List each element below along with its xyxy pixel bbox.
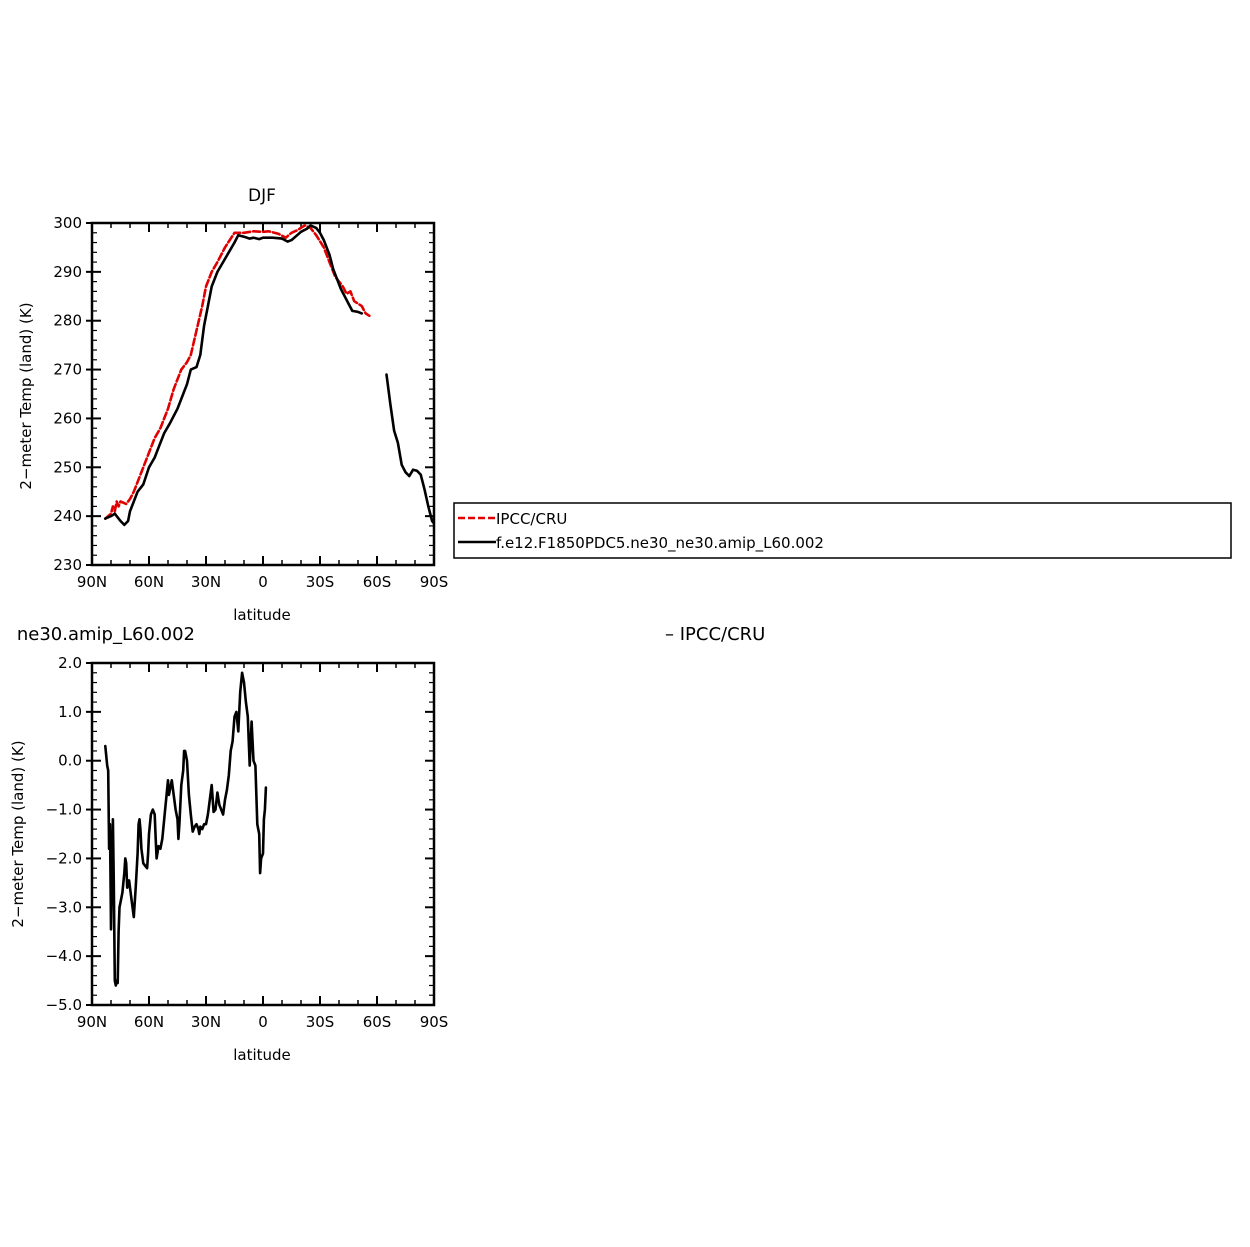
x-tick-label: 30N (191, 573, 221, 591)
x-tick-label: 60N (134, 573, 164, 591)
top-plot-title: DJF (248, 186, 276, 206)
y-tick-label: −1.0 (46, 801, 82, 819)
bottom-y-axis-label: 2−meter Temp (land) (K) (9, 740, 27, 927)
x-tick-label: 90N (77, 1013, 107, 1031)
y-tick-label: 1.0 (58, 703, 82, 721)
y-tick-label: −4.0 (46, 947, 82, 965)
x-tick-label: 30N (191, 1013, 221, 1031)
x-tick-label: 30S (306, 1013, 335, 1031)
bottom-plot-title-left: ne30.amip_L60.002 (17, 624, 195, 645)
top-series-0-line (104, 224, 371, 520)
y-tick-label: 0.0 (58, 752, 82, 770)
x-tick-label: 0 (258, 1013, 268, 1031)
top-x-axis-label: latitude (233, 606, 291, 624)
y-tick-label: 240 (53, 507, 82, 525)
y-tick-label: 2.0 (58, 654, 82, 672)
x-tick-label: 60S (363, 573, 392, 591)
bottom-plot-title-right: – IPCC/CRU (665, 624, 765, 645)
x-tick-label: 30S (306, 573, 335, 591)
y-tick-label: 290 (53, 263, 82, 281)
y-tick-label: 230 (53, 556, 82, 574)
bottom-series-group (104, 671, 268, 987)
y-tick-label: −3.0 (46, 898, 82, 916)
y-tick-label: 270 (53, 361, 82, 379)
legend-box (453, 502, 1232, 559)
bottom-x-axis-label: latitude (233, 1046, 291, 1064)
y-tick-label: 300 (53, 214, 82, 232)
bottom-axis-ticks: 90N 60N 30N 0 30S 60S 90S −5.0 −4.0 −3.0 −2.0 −1.0 0… (46, 654, 449, 1031)
y-tick-label: −5.0 (46, 996, 82, 1014)
x-tick-label: 60S (363, 1013, 392, 1031)
x-tick-label: 90N (77, 573, 107, 591)
legend-label-ipcc: IPCC/CRU (496, 510, 567, 528)
top-axis-ticks: 90N 60N 30N 0 30S 60S 90S 230 240 250 260 270 280 290… (53, 214, 448, 591)
x-tick-label: 90S (420, 573, 449, 591)
y-tick-label: 260 (53, 409, 82, 427)
y-tick-label: 280 (53, 312, 82, 330)
y-tick-label: −2.0 (46, 849, 82, 867)
x-tick-label: 0 (258, 573, 268, 591)
top-series-1-line-seg-0 (104, 224, 364, 527)
top-series-1-line-seg-1 (385, 373, 434, 525)
y-tick-label: 250 (53, 458, 82, 476)
bottom-series-0-line (104, 671, 268, 987)
top-plot-frame (90, 221, 436, 567)
top-y-axis-label: 2−meter Temp (land) (K) (17, 302, 35, 489)
top-series-group (104, 224, 434, 527)
legend-label-model: f.e12.F1850PDC5.ne30_ne30.amip_L60.002 (496, 534, 824, 553)
x-tick-label: 60N (134, 1013, 164, 1031)
x-tick-label: 90S (420, 1013, 449, 1031)
